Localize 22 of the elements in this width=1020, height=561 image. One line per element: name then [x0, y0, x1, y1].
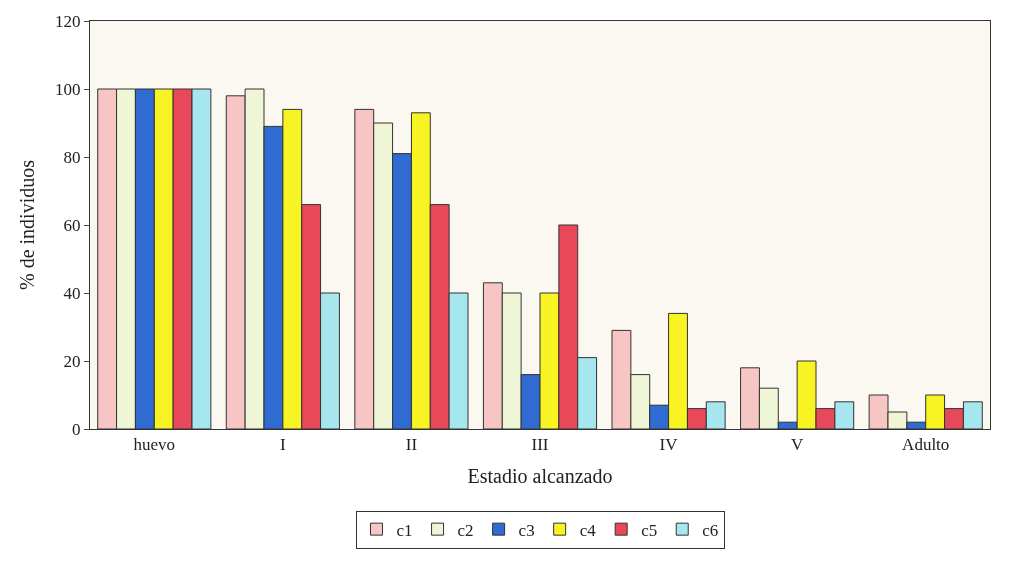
legend-label: c2: [457, 520, 474, 540]
legend-label: c3: [518, 520, 535, 540]
legend-label: c4: [579, 520, 597, 540]
y-tick-label: 0: [72, 419, 81, 439]
x-tick-label: huevo: [133, 435, 176, 455]
y-tick-label: 20: [63, 351, 81, 371]
y-axis-title: % de individuos: [15, 159, 38, 290]
y-tick-label: 80: [63, 147, 81, 167]
y-tick-label: 100: [55, 79, 81, 99]
y-tick-label: 40: [63, 283, 81, 303]
x-tick-label: II: [405, 435, 418, 455]
legend-label: c1: [396, 520, 413, 540]
legend-label: c6: [702, 520, 719, 540]
x-tick-label: III: [531, 435, 549, 455]
legend-label: c5: [641, 520, 658, 540]
x-tick-label: I: [280, 435, 287, 455]
x-tick-label: IV: [659, 435, 679, 455]
x-tick-label: V: [791, 435, 804, 455]
x-axis-title: Estadio alcanzado: [467, 464, 613, 487]
y-tick-label: 120: [55, 11, 81, 31]
y-tick-label: 60: [63, 215, 81, 235]
x-tick-label: Adulto: [902, 435, 950, 455]
